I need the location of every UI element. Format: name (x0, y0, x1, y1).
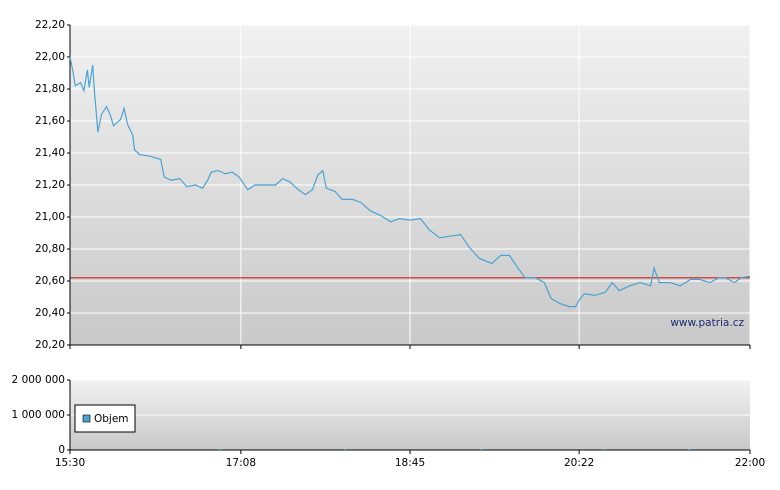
y-tick-label: 2 000 000 (12, 374, 65, 386)
price-line (69, 56, 751, 308)
x-tick-label: 20:22 (564, 457, 594, 469)
x-tick-label: 15:30 (55, 457, 85, 469)
y-tick-label: 0 (58, 444, 65, 456)
y-tick-label: 21,60 (35, 115, 65, 127)
y-tick-label: 21,80 (35, 83, 65, 95)
y-tick-label: 20,40 (35, 307, 65, 319)
legend-label: Objem (94, 413, 129, 425)
y-tick-label: 1 000 000 (12, 409, 65, 421)
volume-bar (602, 449, 605, 450)
y-tick-label: 22,00 (35, 51, 65, 63)
x-tick-label: 17:08 (226, 457, 256, 469)
volume-bar (344, 449, 347, 450)
volume-bar (687, 449, 690, 450)
legend-swatch (82, 414, 91, 423)
y-tick-label: 20,80 (35, 243, 65, 255)
y-tick-label: 20,60 (35, 275, 65, 287)
volume-bar (480, 449, 483, 450)
y-tick-label: 21,20 (35, 179, 65, 191)
x-tick-label: 18:45 (395, 457, 425, 469)
volume-bar (218, 449, 221, 450)
y-tick-label: 21,00 (35, 211, 65, 223)
x-tick-label: 22:00 (735, 457, 765, 469)
watermark: www.patria.cz (670, 317, 744, 329)
y-tick-label: 21,40 (35, 147, 65, 159)
y-tick-label: 20,20 (35, 339, 65, 351)
y-tick-label: 22,20 (35, 19, 65, 31)
